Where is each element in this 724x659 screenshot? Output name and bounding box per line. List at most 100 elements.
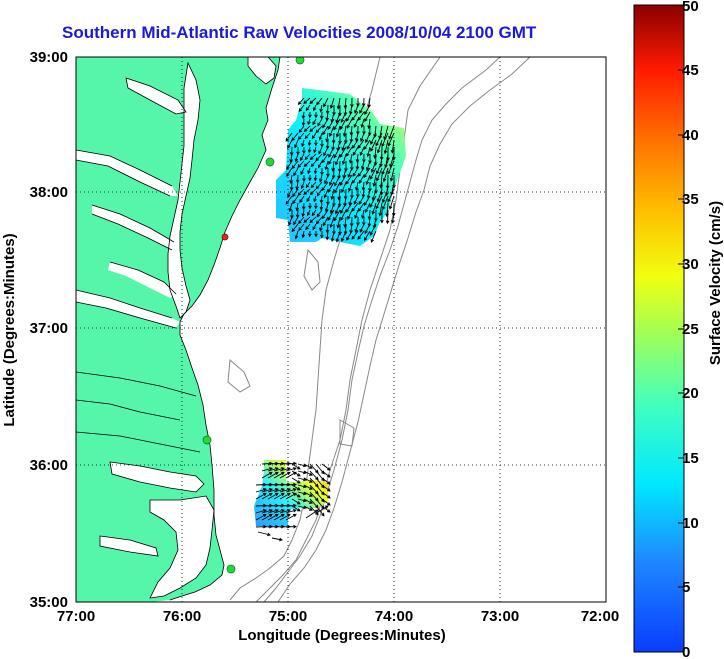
velocity-arrow xyxy=(353,118,359,128)
velocity-arrow xyxy=(339,174,347,186)
potomac-river xyxy=(76,150,178,196)
velocity-arrow xyxy=(328,174,335,186)
velocity-arrow xyxy=(364,223,371,235)
velocity-arrow xyxy=(340,111,347,123)
velocity-arrow xyxy=(360,118,365,128)
velocity-arrow xyxy=(301,202,306,211)
velocity-arrow xyxy=(303,160,311,168)
velocity-arrow xyxy=(311,132,317,140)
velocity-arrow xyxy=(288,202,293,212)
velocity-arrow xyxy=(342,125,347,138)
velocity-arrow xyxy=(279,467,291,472)
velocity-arrow xyxy=(301,209,305,218)
velocity-arrow xyxy=(261,492,273,500)
velocity-arrow xyxy=(369,223,377,236)
velocity-arrow xyxy=(303,498,313,504)
velocity-arrow xyxy=(319,202,324,211)
x-tick-label: 72:00 xyxy=(581,608,619,625)
velocity-arrow xyxy=(364,104,371,116)
velocity-arrow xyxy=(321,491,331,499)
velocity-arrow xyxy=(329,97,335,109)
velocity-arrow xyxy=(295,181,299,191)
albemarle-sound xyxy=(110,462,204,492)
velocity-arrow xyxy=(325,132,329,143)
velocity-arrow xyxy=(315,216,323,225)
velocity-arrow xyxy=(353,195,359,205)
velocity-arrow xyxy=(324,202,329,213)
velocity-arrow xyxy=(339,146,347,158)
velocity-arrow xyxy=(305,104,311,112)
velocity-arrow xyxy=(351,230,359,240)
velocity-arrow xyxy=(387,160,395,175)
velocity-arrow xyxy=(314,230,318,238)
velocity-arrow xyxy=(336,216,341,229)
colorbar-tick-label: 10 xyxy=(682,515,699,532)
velocity-arrow xyxy=(261,513,273,521)
velocity-arrow xyxy=(255,509,267,514)
velocity-arrow xyxy=(352,146,359,156)
colorbar-tick-label: 20 xyxy=(682,385,699,402)
velocity-arrow xyxy=(358,195,365,205)
colorbar-tick-label: 0 xyxy=(682,644,690,659)
velocity-arrow xyxy=(334,153,341,166)
velocity-arrow xyxy=(390,139,395,154)
velocity-arrow xyxy=(347,167,353,178)
velocity-arrow xyxy=(328,146,335,158)
velocity-arrow xyxy=(345,111,353,122)
colorbar-tick-marks xyxy=(678,69,684,588)
velocity-arrow xyxy=(378,202,383,217)
colorbar-tick-label: 5 xyxy=(682,579,690,596)
velocity-arrow xyxy=(352,167,359,177)
velocity-arrow xyxy=(298,216,305,224)
velocity-arrow xyxy=(329,125,335,137)
velocity-arrow xyxy=(271,537,283,542)
velocity-arrow xyxy=(307,230,312,238)
velocity-arrow xyxy=(314,139,318,147)
colorbar xyxy=(633,4,685,653)
velocity-arrow xyxy=(376,167,383,182)
velocity-arrow xyxy=(361,181,366,192)
velocity-arrow xyxy=(305,223,311,231)
velocity-arrow xyxy=(340,209,347,221)
velocity-arrow xyxy=(312,223,317,231)
velocity-arrow xyxy=(303,125,311,133)
velocity-arrow xyxy=(359,223,365,233)
x-tick-label: 75:00 xyxy=(269,608,307,625)
velocity-arrow xyxy=(382,167,389,183)
velocity-arrow xyxy=(308,111,312,119)
velocity-arrow xyxy=(315,125,323,134)
velocity-arrow xyxy=(312,118,317,126)
velocity-arrow xyxy=(375,132,383,147)
rappahannock-river xyxy=(92,205,174,250)
velocity-arrow xyxy=(387,132,395,147)
velocity-arrow xyxy=(366,146,371,158)
velocity-arrow xyxy=(299,195,305,204)
velocity-arrow xyxy=(360,160,365,170)
velocity-arrow xyxy=(323,97,329,108)
velocity-arrow xyxy=(267,509,279,514)
velocity-arrow xyxy=(365,132,371,144)
velocity-arrow xyxy=(340,202,347,214)
velocity-arrow xyxy=(363,167,371,179)
velocity-arrow xyxy=(285,509,297,514)
x-tick-label: 73:00 xyxy=(481,608,519,625)
velocity-arrow xyxy=(320,230,324,239)
velocity-arrow xyxy=(348,153,353,164)
velocity-arrow xyxy=(285,513,297,521)
velocity-arrow xyxy=(335,111,341,124)
velocity-arrow xyxy=(303,97,311,105)
y-tick-label: 37:00 xyxy=(30,320,68,337)
velocity-arrow xyxy=(321,181,329,192)
velocity-arrow xyxy=(286,160,293,170)
velocity-arrow xyxy=(346,230,353,241)
velocity-arrow xyxy=(261,509,273,514)
x-tick-label: 77:00 xyxy=(57,608,95,625)
velocity-arrow xyxy=(357,111,365,121)
x-tick-label: 74:00 xyxy=(375,608,413,625)
velocity-arrow xyxy=(380,209,384,224)
velocity-arrow xyxy=(294,230,299,240)
velocity-arrow xyxy=(321,484,331,492)
velocity-arrow xyxy=(333,209,341,222)
colorbar-tick-label: 45 xyxy=(682,62,699,79)
velocity-arrow xyxy=(323,146,329,157)
